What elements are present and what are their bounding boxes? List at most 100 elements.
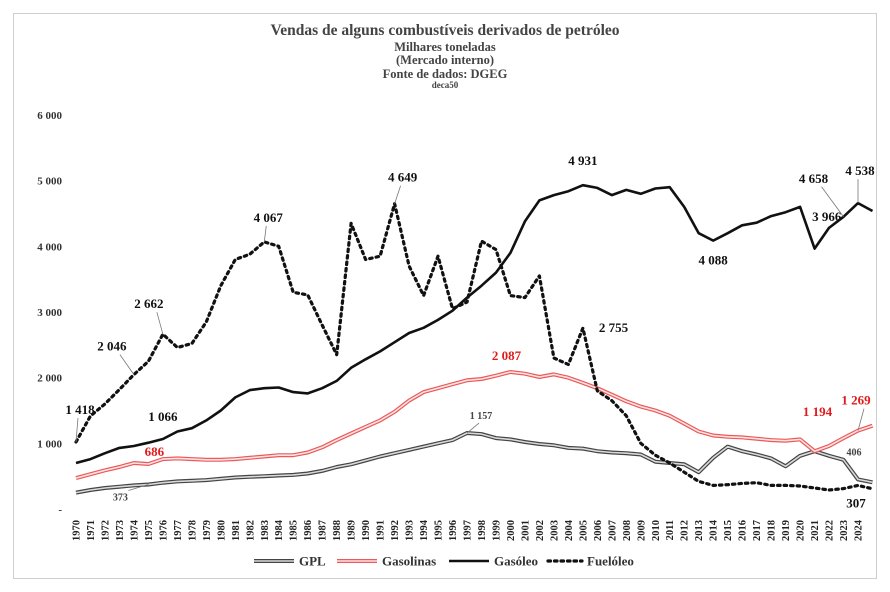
chart-header: Vendas de alguns combustíveis derivados … [0,23,890,90]
x-tick-label: 2017 [752,520,763,541]
y-tick-label: 1 000 [37,438,62,450]
x-tick-label: 2012 [680,520,691,541]
legend-label-gpl: GPL [299,554,326,569]
x-tick-label: 1986 [303,520,314,541]
x-tick-label: 2000 [506,520,517,541]
x-tick-label: 1976 [158,520,169,541]
data-label-leader [263,225,267,242]
x-tick-label: 1991 [376,520,387,541]
data-label: 1 194 [803,404,833,419]
data-label: 406 [847,447,862,458]
x-tick-label: 1981 [231,520,242,541]
data-label-leader [857,408,865,431]
x-tick-label: 1999 [491,520,502,541]
data-label: 1 269 [841,393,871,408]
data-label: 4 658 [799,171,829,186]
x-tick-label: 2024 [854,519,865,541]
data-label-leader [394,185,401,204]
data-label-leader [75,417,79,443]
data-label: 3 966 [812,209,842,224]
x-tick-label: 1998 [477,520,488,541]
data-label-leader [821,186,844,218]
data-label: 373 [113,493,128,504]
x-tick-label: 2002 [535,520,546,541]
chart-subtitle-unit: Milhares toneladas [394,39,496,54]
legend-label-gasoleo: Gasóleo [494,554,538,569]
data-label: 1 418 [65,402,95,417]
x-tick-label: 1974 [129,519,140,541]
x-tick-label: 1987 [318,520,329,541]
chart-subtitle-source: Fonte de dados: DGEG [382,66,508,81]
data-label: 2 755 [599,320,629,335]
y-tick-label: 2 000 [37,373,62,385]
series-line-gasolinas-inner [75,371,873,479]
series-line-fueloleo [74,202,875,492]
x-tick-label: 1980 [216,520,227,541]
x-tick-label: 2016 [738,520,749,541]
x-tick-label: 1973 [115,520,126,541]
x-tick-label: 1971 [86,520,97,541]
x-tick-label: 2015 [723,520,734,541]
x-tick-label: 2019 [781,520,792,541]
x-tick-label: 1996 [448,520,459,541]
x-tick-label: 1997 [463,520,474,541]
x-tick-label: 2020 [796,520,807,541]
legend-label-gasolinas: Gasolinas [382,554,436,569]
x-tick-label: 2001 [520,520,531,541]
x-tick-label: 1993 [405,520,416,541]
x-tick-label: 1970 [72,520,83,541]
x-tick-label: 2005 [578,520,589,541]
x-tick-label: 1988 [332,520,343,541]
x-tick-label: 2014 [709,519,720,541]
x-tick-label: 1984 [274,519,285,541]
x-tick-label: 2004 [564,519,575,541]
data-label: 2 662 [134,296,163,311]
x-tick-label: 1994 [419,519,430,541]
series-line-gpl-inner [75,432,873,494]
x-tick-label: 2013 [694,520,705,541]
chart-tag: deca50 [431,80,459,90]
x-tick-label: 2003 [549,520,560,541]
chart-title: Vendas de alguns combustíveis derivados … [270,22,620,39]
x-tick-label: 2021 [810,520,821,541]
x-tick-label: 2022 [825,520,836,541]
y-tick-label: 3 000 [37,307,62,319]
x-tick-label: 1983 [260,520,271,541]
data-label-leader [119,354,135,375]
data-label: 1 066 [148,409,178,424]
data-label: 4 538 [845,163,875,178]
x-tick-label: 2006 [593,520,604,541]
legend-label-fueloleo: Fuelóleo [587,554,634,569]
x-tick-label: 1972 [100,520,111,541]
x-tick-label: 1985 [289,520,300,541]
y-tick-label: 6 000 [37,110,62,122]
data-label-leader [128,484,149,491]
data-label: 686 [145,444,165,459]
x-tick-label: 2008 [622,520,633,541]
x-tick-label: 1982 [245,520,256,541]
x-tick-label: 1995 [434,520,445,541]
data-label: 2 087 [492,348,522,363]
x-tick-label: 1989 [347,520,358,541]
x-tick-label: 2009 [636,520,647,541]
y-tick-label: 5 000 [37,176,62,188]
data-label: 4 088 [699,253,729,268]
y-tick-label: - [58,504,62,516]
x-tick-label: 2007 [607,520,618,541]
x-tick-label: 2023 [839,520,850,541]
x-tick-label: 1992 [390,520,401,541]
chart-subtitle-market: (Mercado interno) [395,53,494,67]
data-label-leader [156,312,164,335]
data-label-leader [466,422,480,434]
y-tick-label: 4 000 [37,241,62,253]
data-label: 4 649 [388,170,418,185]
data-label: 1 157 [470,411,493,422]
x-tick-label: 1975 [144,520,155,541]
x-tick-label: 2010 [651,520,662,541]
x-tick-label: 1979 [202,520,213,541]
x-tick-label: 1990 [361,520,372,541]
x-tick-label: 1977 [173,520,184,541]
data-label: 4 067 [254,210,284,225]
data-label: 2 046 [97,339,127,354]
